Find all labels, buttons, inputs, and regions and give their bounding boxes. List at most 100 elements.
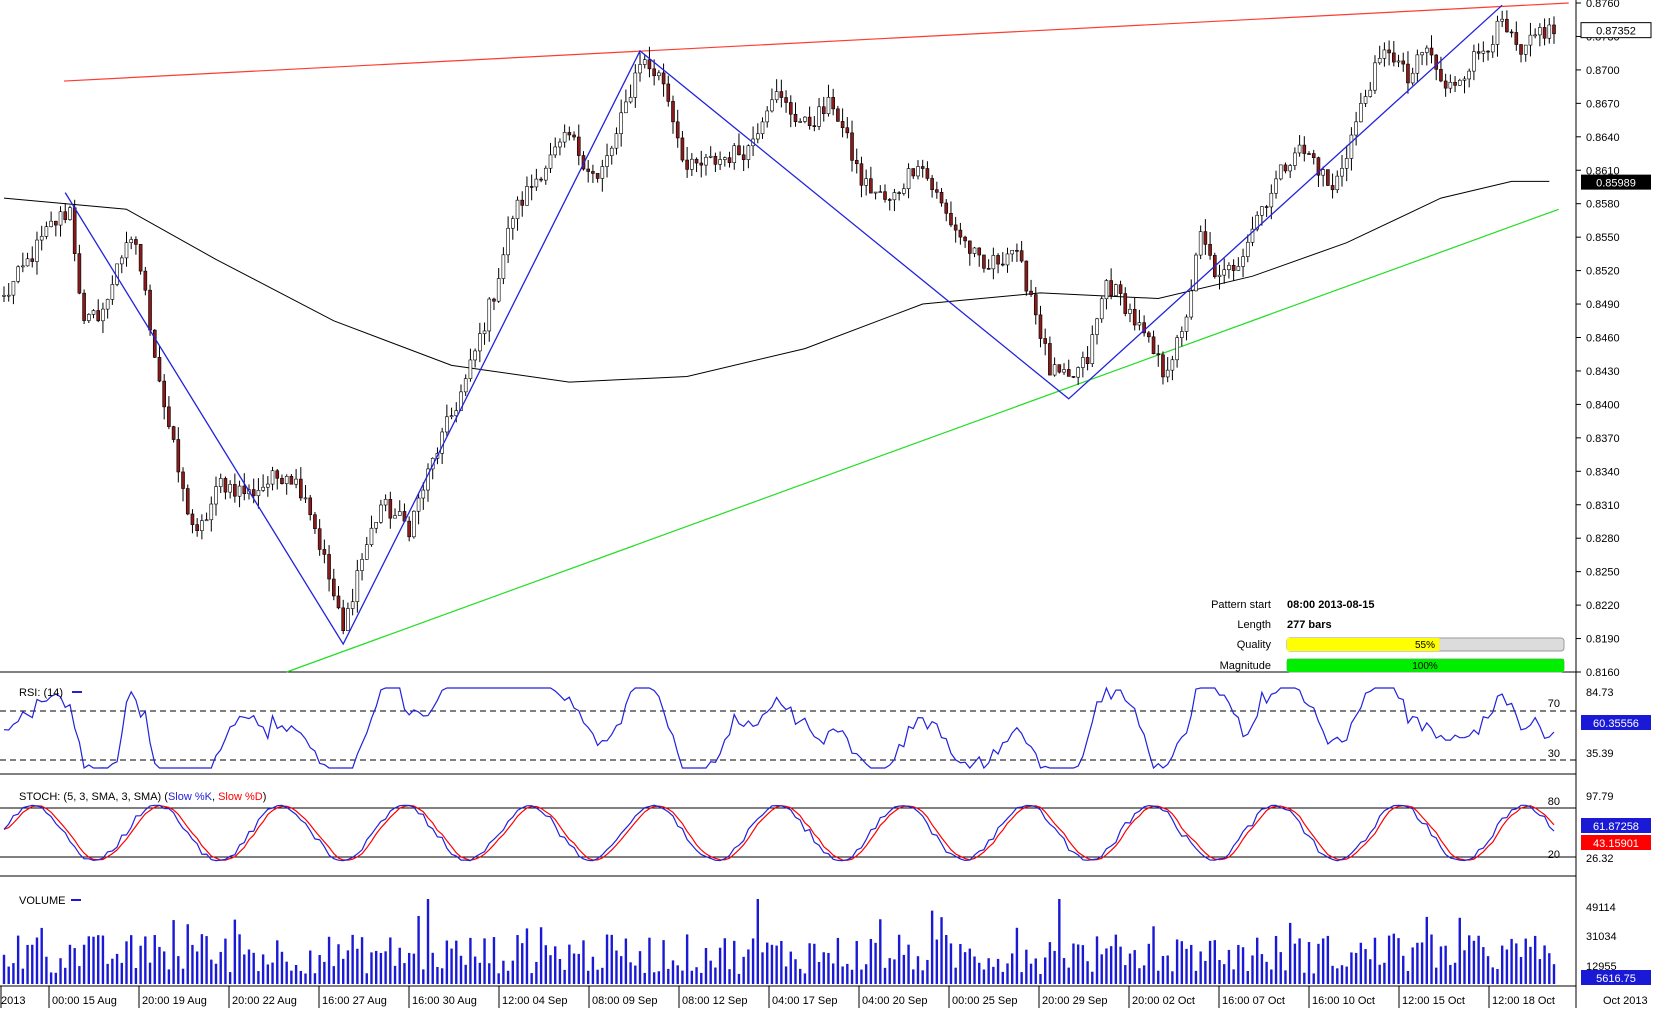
volume-bar — [313, 973, 317, 984]
time-tick-label: 20:00 02 Oct — [1132, 995, 1195, 1007]
candle-body — [737, 145, 741, 156]
candle-body — [1392, 52, 1396, 63]
candle-body — [1340, 168, 1344, 177]
candle-body — [723, 157, 727, 160]
volume-bar — [770, 944, 774, 984]
volume-bar — [1274, 935, 1278, 984]
candle-body — [284, 475, 289, 484]
volume-bar — [304, 973, 307, 984]
volume-value-badge — [1581, 970, 1651, 985]
volume-bar — [407, 952, 411, 984]
volume-bar — [1119, 946, 1122, 984]
volume-bar — [111, 958, 114, 984]
volume-bar — [1015, 927, 1019, 984]
candle-body — [1528, 34, 1533, 46]
candle-body — [237, 485, 242, 497]
volume-bar — [700, 972, 703, 984]
candle-body — [869, 178, 873, 194]
volume-bar — [671, 960, 675, 984]
pattern-start-label: Pattern start — [1211, 599, 1271, 611]
candle-body — [680, 137, 685, 161]
candle-body — [1123, 293, 1128, 314]
candle-body — [812, 125, 817, 127]
candle-body — [591, 171, 595, 174]
volume-bar — [846, 963, 849, 984]
candle-body — [1095, 318, 1099, 335]
volume-bar — [266, 964, 270, 984]
candle-body — [614, 133, 619, 149]
volume-bar — [1086, 961, 1089, 984]
candle-body — [1043, 338, 1047, 344]
magnitude-bar-fill — [1287, 659, 1564, 672]
candle-body — [953, 224, 958, 231]
candle-body — [1490, 44, 1495, 53]
candle-body — [520, 199, 525, 206]
volume-bar — [643, 972, 646, 984]
volume-bar — [1039, 973, 1042, 984]
candle-body — [657, 72, 661, 77]
candle-body — [539, 178, 543, 181]
candle-body — [228, 484, 232, 493]
candle-body — [511, 218, 515, 229]
volume-bar — [238, 934, 241, 984]
pattern-start-value: 08:00 2013-08-15 — [1287, 599, 1374, 611]
stoch-level-80-label: 80 — [1548, 796, 1560, 808]
volume-bar — [1062, 958, 1066, 984]
price-tick-label: 0.8340 — [1586, 466, 1620, 478]
price-tick-label: 0.8520 — [1586, 266, 1620, 278]
candle-body — [317, 528, 322, 550]
candle-body — [482, 330, 487, 334]
volume-bar — [568, 944, 571, 984]
candle-body — [935, 189, 939, 193]
candle-body — [346, 608, 350, 632]
volume-bar — [1109, 946, 1113, 984]
volume-bar — [299, 970, 303, 984]
volume-bar — [1251, 955, 1254, 984]
price-tick-label: 0.8640 — [1586, 132, 1620, 144]
volume-bar — [723, 938, 727, 984]
volume-bar — [893, 959, 896, 984]
candle-body — [727, 157, 732, 163]
volume-bar — [393, 965, 397, 984]
volume-bar — [243, 954, 246, 984]
candle-body — [105, 299, 110, 310]
volume-bar — [1373, 937, 1377, 984]
candle-body — [364, 544, 369, 560]
candle-body — [1264, 206, 1269, 208]
volume-bar — [586, 970, 590, 984]
rsi-level-30-label: 30 — [1548, 748, 1560, 760]
candle-body — [331, 578, 336, 597]
volume-bar — [1505, 949, 1509, 984]
volume-bar — [351, 934, 354, 984]
candle-body — [638, 64, 642, 74]
candle-body — [798, 121, 803, 123]
candle-body — [845, 127, 850, 134]
volume-bar — [384, 951, 387, 984]
candle-body — [39, 236, 44, 241]
candle-body — [1538, 27, 1542, 36]
volume-bar — [761, 952, 764, 984]
volume-bar — [1095, 936, 1099, 984]
candle-body — [407, 520, 411, 538]
volume-bar — [751, 938, 755, 984]
candle-body — [586, 168, 590, 172]
volume-bar — [130, 935, 133, 984]
candle-body — [925, 168, 930, 179]
volume-bar — [1058, 899, 1061, 984]
candle-body — [167, 406, 171, 427]
volume-bar — [125, 941, 128, 984]
volume-bar — [897, 934, 901, 984]
candle-body — [261, 486, 265, 491]
candle-body — [1194, 254, 1198, 292]
candle-body — [1500, 18, 1504, 22]
candle-body — [685, 159, 689, 170]
candle-body — [2, 295, 6, 297]
volume-bar — [860, 969, 863, 984]
volume-bar — [64, 967, 67, 984]
candle-body — [572, 134, 576, 138]
volume-bar — [1048, 942, 1052, 984]
candle-body — [1137, 322, 1142, 326]
candle-body — [388, 499, 393, 519]
candle-body — [1052, 364, 1057, 376]
volume-bar — [1006, 963, 1009, 984]
